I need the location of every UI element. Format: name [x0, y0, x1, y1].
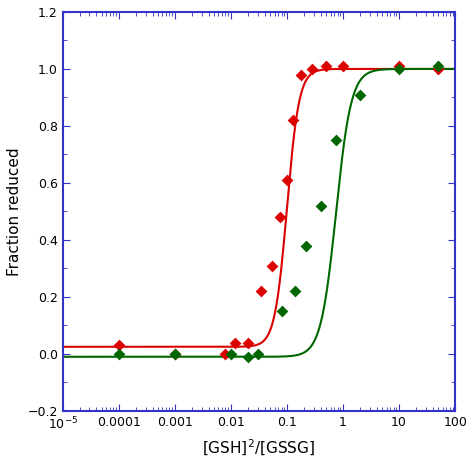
Point [435, 65, 442, 73]
Point [290, 117, 297, 124]
Point [276, 213, 284, 221]
Point [171, 350, 179, 358]
Point [254, 350, 262, 358]
Point [292, 287, 299, 295]
Point [308, 65, 316, 73]
Point [302, 242, 310, 249]
Point [244, 353, 252, 360]
Point [231, 339, 239, 346]
Point [332, 136, 340, 144]
Point [115, 342, 123, 349]
Point [317, 202, 325, 209]
Point [278, 307, 285, 315]
Y-axis label: Fraction reduced: Fraction reduced [7, 147, 22, 276]
Point [298, 71, 305, 79]
Point [435, 62, 442, 70]
Point [269, 262, 276, 269]
Point [115, 350, 123, 358]
Point [222, 350, 229, 358]
Point [171, 350, 179, 358]
Point [356, 91, 364, 98]
X-axis label: [GSH]$^2$/[GSSG]: [GSH]$^2$/[GSSG] [202, 438, 316, 458]
Point [395, 62, 403, 70]
Point [244, 339, 252, 346]
Point [283, 176, 291, 184]
Point [257, 287, 265, 295]
Point [339, 62, 347, 70]
Point [395, 65, 403, 73]
Point [322, 62, 330, 70]
Point [227, 350, 235, 358]
